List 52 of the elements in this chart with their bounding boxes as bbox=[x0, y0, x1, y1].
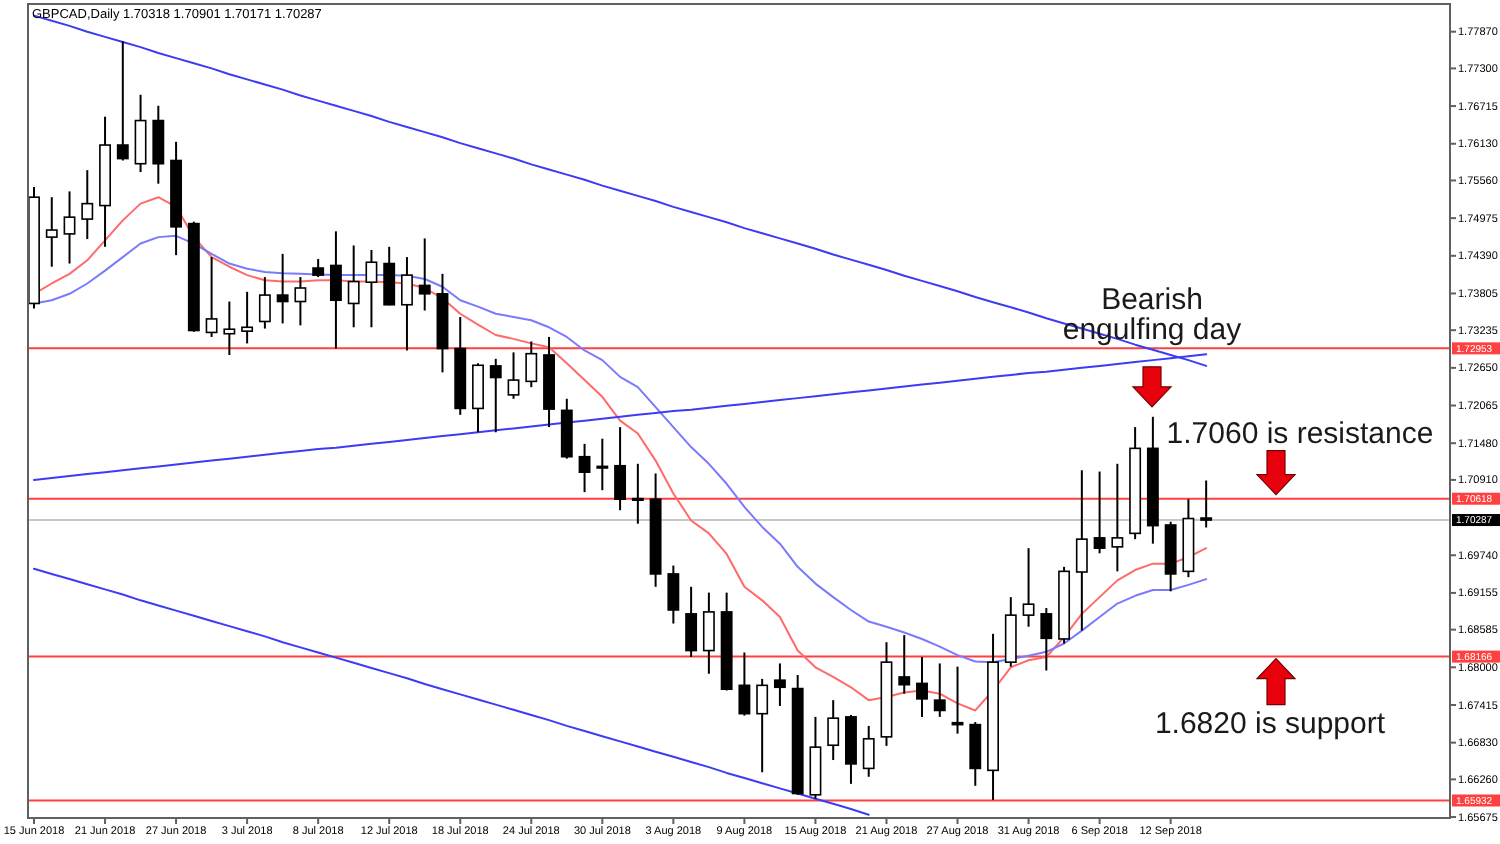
candlestick bbox=[916, 656, 928, 718]
annotation: 1.7060 is resistance bbox=[1166, 416, 1434, 451]
candlestick bbox=[223, 300, 236, 356]
candlestick bbox=[738, 651, 751, 717]
candlestick bbox=[809, 715, 822, 800]
candlestick bbox=[969, 721, 982, 787]
candlestick bbox=[667, 564, 680, 625]
candlestick bbox=[578, 442, 591, 494]
candlestick bbox=[489, 357, 502, 434]
line-series bbox=[33, 567, 870, 816]
candlestick bbox=[365, 249, 378, 329]
candlestick bbox=[312, 258, 325, 279]
candlestick bbox=[773, 662, 786, 707]
candlestick bbox=[845, 713, 857, 785]
candlestick bbox=[525, 340, 538, 389]
candlestick bbox=[63, 190, 76, 265]
candlestick bbox=[756, 677, 769, 774]
candlestick bbox=[898, 634, 911, 695]
candlestick bbox=[614, 426, 627, 512]
candlestick bbox=[1200, 479, 1213, 529]
candlestick bbox=[294, 276, 307, 327]
candlestick bbox=[45, 196, 58, 268]
candlestick bbox=[418, 237, 431, 312]
candlestick bbox=[347, 244, 360, 329]
annotation: 1.6820 is support bbox=[1154, 706, 1387, 741]
candlestick bbox=[383, 245, 396, 307]
candlestick bbox=[596, 437, 609, 492]
candlestick bbox=[81, 169, 94, 241]
candlestick bbox=[1093, 470, 1106, 555]
candlestick bbox=[116, 40, 129, 162]
candlestick bbox=[258, 276, 271, 330]
candlestick bbox=[507, 351, 520, 400]
candlestick bbox=[276, 252, 289, 325]
candlestick bbox=[1111, 462, 1124, 573]
candlestick bbox=[152, 104, 165, 185]
candlestick bbox=[702, 591, 715, 675]
candlestick bbox=[1075, 469, 1088, 632]
candlestick bbox=[1040, 607, 1053, 672]
candlestick bbox=[241, 290, 254, 345]
candlestick bbox=[862, 724, 875, 778]
candlestick bbox=[685, 585, 698, 658]
candlestick bbox=[827, 699, 840, 762]
candlestick bbox=[1004, 596, 1017, 668]
candlestick bbox=[1022, 547, 1035, 628]
candlestick bbox=[560, 397, 573, 460]
candlestick bbox=[134, 93, 147, 174]
candlestick bbox=[329, 230, 342, 350]
candlestick bbox=[472, 362, 484, 434]
candlestick bbox=[933, 662, 946, 718]
candlestick bbox=[401, 256, 413, 352]
candlestick bbox=[205, 256, 218, 338]
candlestick bbox=[631, 462, 644, 525]
